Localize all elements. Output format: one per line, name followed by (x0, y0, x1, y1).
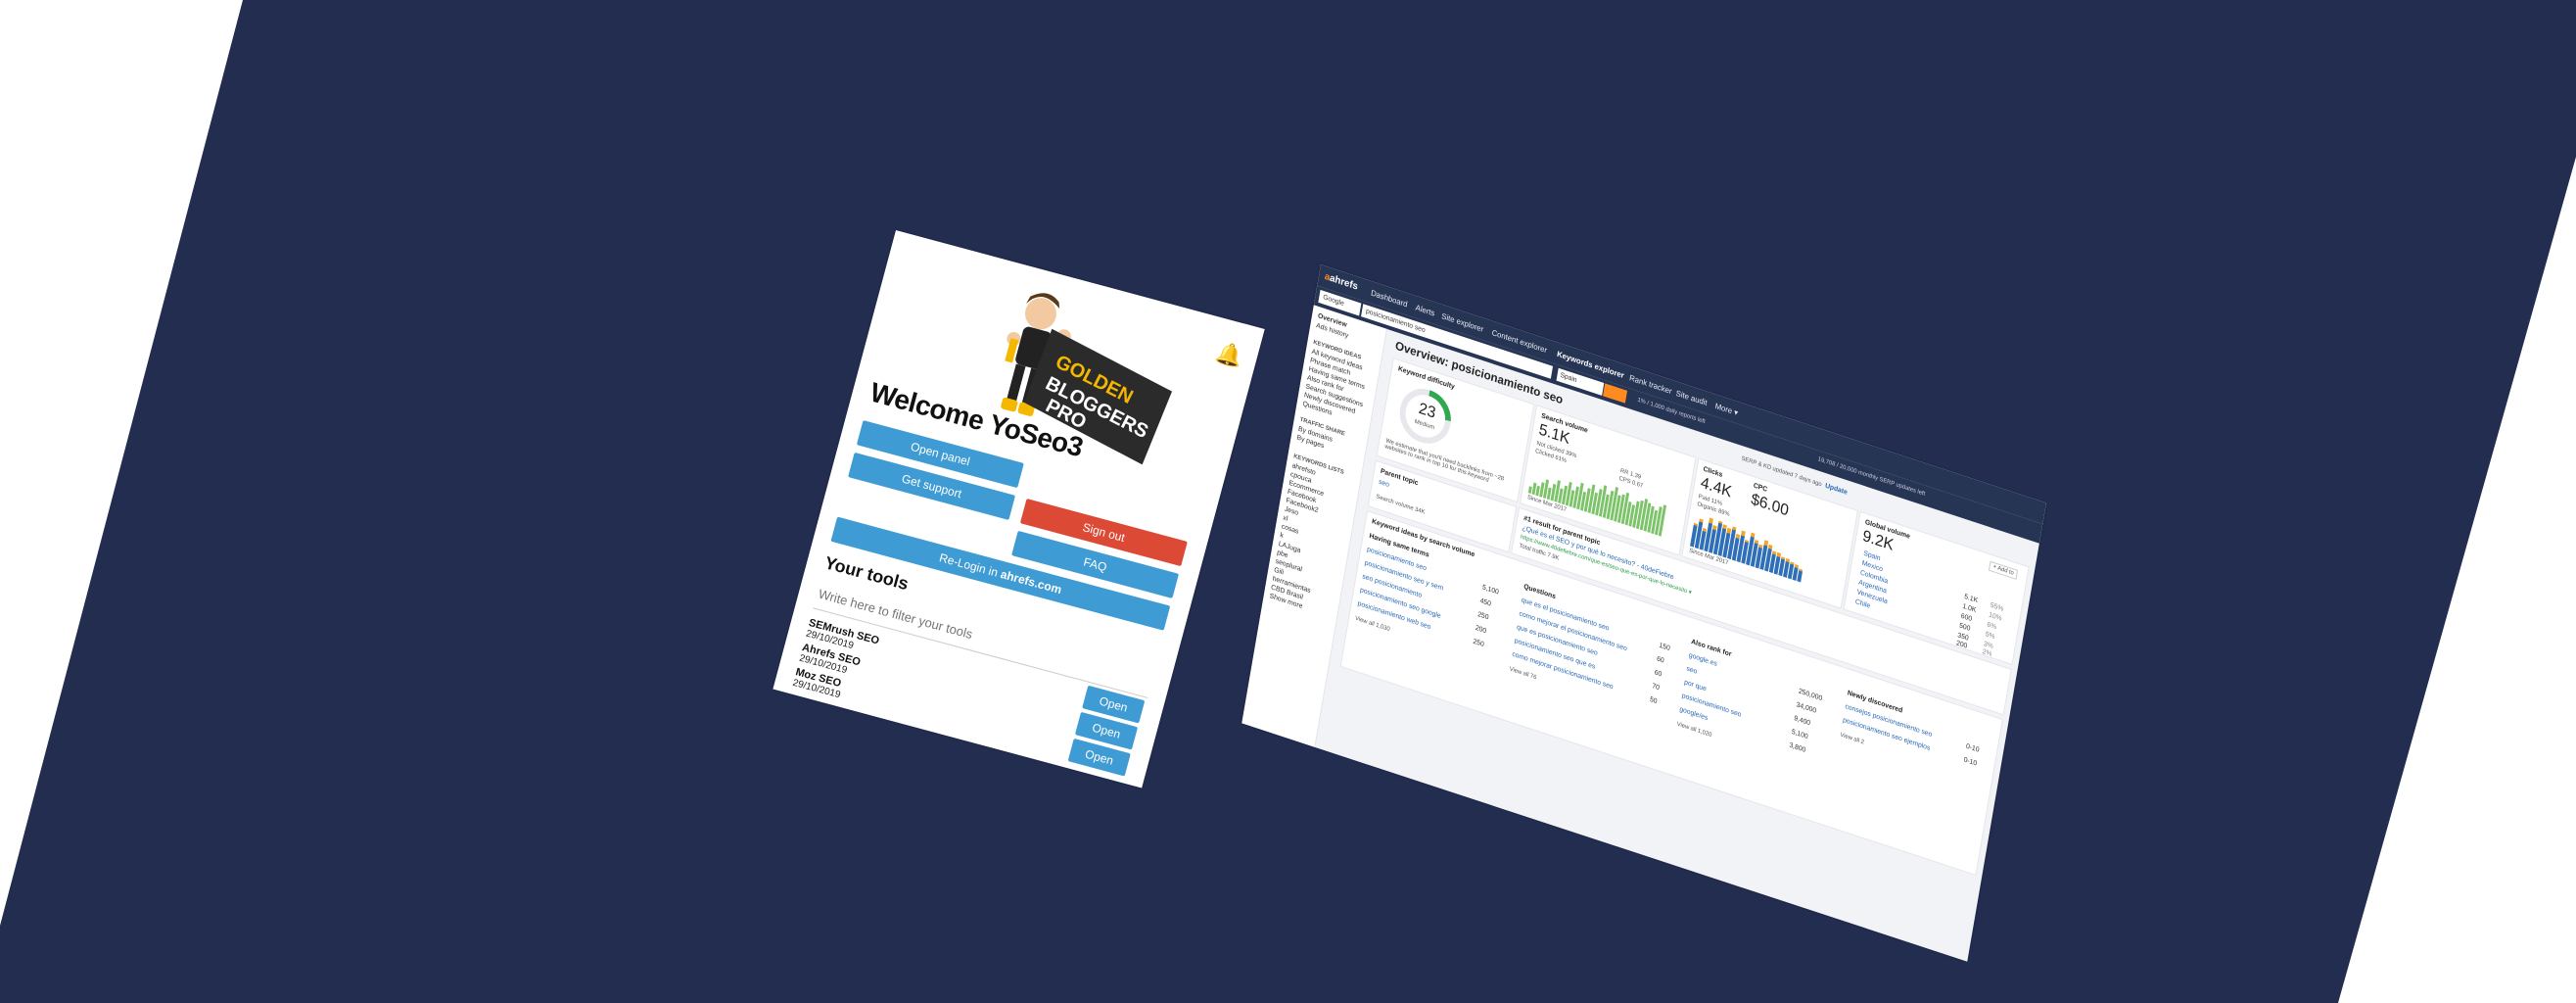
keyword-volume: 0-10 (1965, 742, 1980, 754)
extension-popup: 🔔 GOLDEN BLOGGERS PRO Welcome YoSeo3 Ope… (773, 230, 1265, 788)
clicks-bar-organic (1797, 570, 1803, 583)
update-link[interactable]: Update (1824, 482, 1849, 497)
keyword-volume: 5,100 (1481, 584, 1500, 597)
country-pct: 10% (1988, 611, 2003, 623)
clicks-bar (1797, 568, 1803, 583)
country-chile[interactable]: Chile (1854, 597, 1871, 610)
bell-icon[interactable]: 🔔 (1213, 339, 1246, 370)
keyword-volume: 200 (1475, 624, 1487, 636)
keyword-volume: 60 (1656, 655, 1665, 665)
keyword-volume: 60 (1654, 669, 1663, 679)
relogin-site: ahrefs.com (999, 566, 1063, 597)
keyword-volume: 5,100 (1791, 728, 1809, 741)
keyword-difficulty-card: Keyword difficulty 23 Medium We estimate… (1376, 358, 1535, 503)
ahrefs-keywords-explorer: aahrefs Dashboard Alerts Site explorer C… (1241, 264, 2046, 962)
country-value: 500 (1958, 622, 1971, 633)
parent-topic-keyword[interactable]: seo (1378, 478, 1390, 490)
cpc-value: $6.00 (1750, 491, 1790, 520)
country-pct: 55% (1990, 601, 2004, 613)
relogin-prefix: Re-Login in (937, 550, 1004, 581)
country-pct: 5% (1985, 631, 1995, 642)
keyword-volume: 3,800 (1788, 741, 1806, 754)
kd-gauge (1399, 388, 1451, 444)
sidebar-list-item[interactable]: xl (1282, 514, 1288, 523)
brand-text: ahrefs (1329, 272, 1359, 293)
keyword-volume: 150 (1658, 642, 1671, 653)
keyword-volume: 250,000 (1798, 688, 1823, 703)
keyword-volume: 0-10 (1963, 756, 1978, 768)
keyword-link[interactable]: seo (1685, 665, 1698, 676)
keyword-volume: 9,400 (1793, 714, 1811, 728)
keyword-volume: 250 (1472, 638, 1485, 649)
country-value: 5.1K (1963, 593, 1979, 605)
country-value: 1.0K (1961, 602, 1977, 615)
view-all-link[interactable]: View all 1,020 (1676, 721, 1712, 740)
view-all-link[interactable]: View all 76 (1509, 666, 1537, 682)
keyword-volume: 250 (1476, 610, 1489, 622)
keyword-volume: 50 (1649, 695, 1658, 706)
nav-more[interactable]: More ▾ (1713, 401, 1739, 418)
view-all-link[interactable]: View all 1,030 (1354, 615, 1390, 634)
ahrefs-main: Overview: posicionamiento seo SERP & KD … (1318, 330, 2039, 962)
country-value: 600 (1960, 612, 1973, 624)
keyword-link[interactable]: google/es (1678, 705, 1709, 723)
golden-bloggers-pro-logo: GOLDEN BLOGGERS PRO (1001, 293, 1173, 465)
keyword-volume: 34,000 (1796, 701, 1817, 715)
parent-topic-volume: Search volume 34K (1375, 494, 1426, 516)
country-pct: 6% (1986, 621, 1997, 632)
sidebar-list-item[interactable]: k (1279, 532, 1285, 541)
nav-alerts[interactable]: Alerts (1415, 303, 1436, 318)
add-to-button[interactable]: + Add to (1988, 560, 2019, 580)
keyword-link[interactable]: por que (1683, 679, 1708, 693)
keyword-volume: 70 (1651, 682, 1661, 693)
view-all-link[interactable]: View all 2 (1839, 732, 1865, 746)
keyword-link[interactable]: google.es (1688, 651, 1718, 668)
keyword-volume: 450 (1479, 597, 1492, 608)
